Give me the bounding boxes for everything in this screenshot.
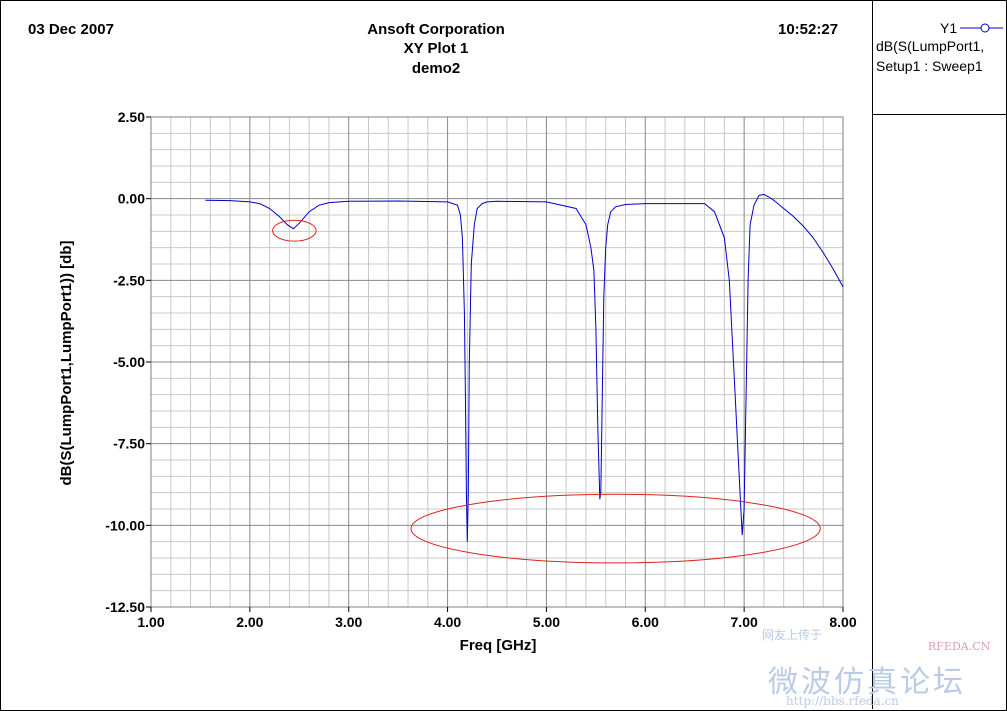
header-company: Ansoft Corporation [367,21,505,38]
y-tick-label: -10.00 [105,517,145,533]
legend-entry-line1: dB(S(LumpPort1, [876,38,985,54]
watermark-top: 网友上传于 [762,628,823,642]
x-tick-label: 3.00 [335,614,362,630]
x-tick-label: 2.00 [236,614,263,630]
x-tick-label: 4.00 [434,614,461,630]
legend-divider [872,114,1007,115]
curve-layer [205,193,844,542]
y-tick-label: -5.00 [113,354,145,370]
y-axis-label: dB(S(LumpPort1,LumpPort1)) [db] [58,241,75,486]
y-tick-label: -2.50 [113,272,145,288]
annotations [272,219,821,564]
x-tick-label: 8.00 [829,614,856,630]
axis-ticks: 1.00 2.00 3.00 4.00 5.00 6.00 7.00 8.00 2.50 0.00… [105,109,857,630]
x-axis-label: Freq [GHz] [460,637,537,654]
header-date: 03 Dec 2007 [28,21,114,38]
watermark-url: http://bbs.rfeda.cn [786,694,899,708]
watermark-main: 微波仿真论坛 [768,665,966,700]
annotation-ellipse [410,493,821,564]
plot-subtitle: demo2 [411,60,461,77]
legend-entry-line2: Setup1 : Sweep1 [876,58,983,74]
x-tick-label: 1.00 [137,614,164,630]
x-tick-label: 5.00 [533,614,560,630]
legend-axis: Y1 [940,20,958,36]
series-line [205,193,844,542]
y-tick-label: 0.00 [118,191,145,207]
plot-title: XY Plot 1 [403,40,469,57]
y-tick-label: 2.50 [118,109,145,125]
y-tick-label: -7.50 [113,436,145,452]
header-time: 10:52:27 [778,21,839,38]
watermark-site: RFEDA.CN [928,640,991,653]
grid [150,116,844,608]
x-tick-label: 6.00 [632,614,659,630]
annotation-ellipse [272,219,317,242]
legend-circle-icon [980,23,990,33]
x-tick-label: 7.00 [731,614,758,630]
legend-panel [872,0,1007,709]
y-tick-label: -12.50 [105,599,145,615]
